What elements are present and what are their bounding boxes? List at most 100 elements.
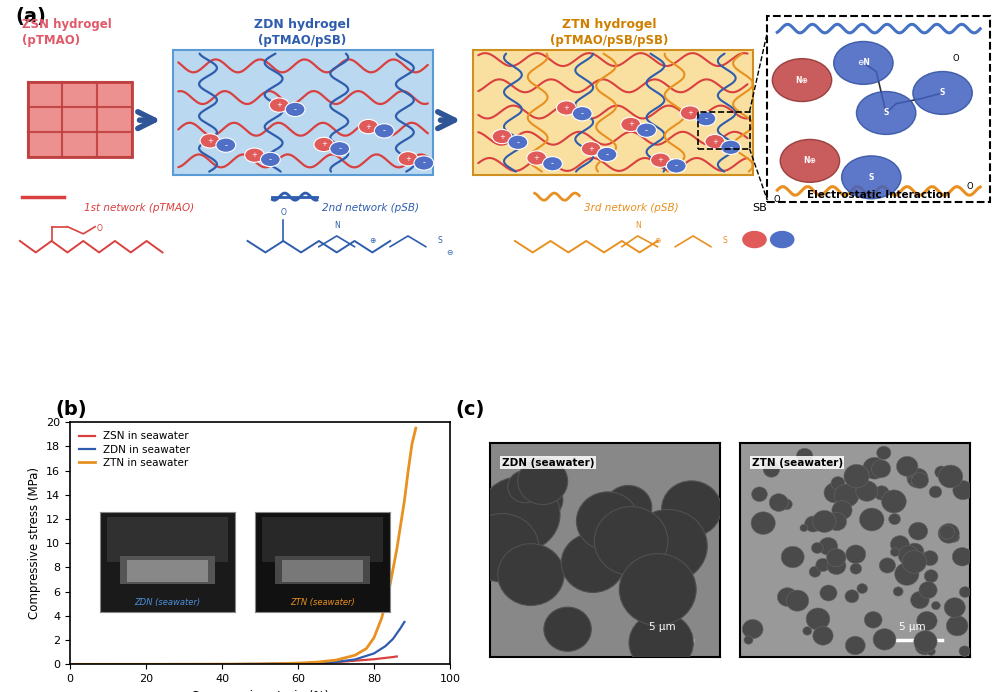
Circle shape [908,477,915,484]
Circle shape [895,563,919,585]
Circle shape [929,486,942,498]
Circle shape [629,509,707,583]
Circle shape [543,156,562,171]
ZSN in seawater [292,659,304,668]
Circle shape [813,626,833,645]
Circle shape [769,230,795,249]
ZTN in seawater [311,658,323,666]
Circle shape [752,487,767,502]
Text: -: - [645,126,648,135]
Circle shape [856,91,916,134]
ZTN in seawater [360,644,372,653]
Text: +: + [687,110,693,116]
Circle shape [944,598,965,617]
Text: O: O [967,183,974,192]
Bar [127,561,208,583]
Circle shape [959,646,970,657]
Circle shape [812,511,836,532]
Circle shape [931,601,940,610]
Circle shape [845,636,865,655]
Line: ZTN in seawater: ZTN in seawater [70,428,416,664]
Circle shape [285,102,305,116]
Circle shape [946,616,968,636]
ZTN in seawater [402,466,414,475]
Circle shape [556,101,576,115]
Circle shape [893,587,903,596]
Circle shape [269,98,289,112]
FancyBboxPatch shape [173,50,433,175]
Circle shape [834,42,893,84]
Circle shape [809,566,821,577]
Circle shape [922,551,938,565]
ZDN in seawater [398,618,410,626]
Circle shape [827,512,847,531]
Text: +: + [534,155,540,161]
Circle shape [828,459,836,467]
Text: O: O [952,54,959,63]
Circle shape [619,554,696,626]
Circle shape [949,533,959,543]
Circle shape [480,477,560,552]
Circle shape [832,501,852,520]
Text: -: - [675,161,678,170]
Text: ⊕: ⊕ [654,236,661,245]
ZDN in seawater [379,642,391,650]
Text: -: - [704,114,707,123]
Circle shape [751,512,775,534]
Circle shape [629,612,693,673]
Circle shape [859,508,884,531]
ZDN in seawater [349,655,361,664]
Circle shape [871,460,891,477]
Text: +: + [563,105,569,111]
Circle shape [811,543,823,554]
Circle shape [803,627,812,635]
Circle shape [842,156,901,199]
ZDN in seawater [140,660,152,668]
Circle shape [953,481,973,500]
Circle shape [561,534,625,592]
ZDN in seawater [387,635,399,643]
ZTN in seawater [102,660,114,668]
Circle shape [915,637,935,655]
Circle shape [374,124,394,138]
Circle shape [742,230,767,249]
ZDN in seawater [254,659,266,668]
ZTN in seawater [406,440,418,448]
FancyBboxPatch shape [767,16,990,201]
Circle shape [260,152,280,167]
Circle shape [594,507,668,575]
Circle shape [914,630,937,653]
Circle shape [781,499,792,510]
Text: (pTMAO/pSB/pSB): (pTMAO/pSB/pSB) [550,35,668,47]
Text: ZTN hydrogel: ZTN hydrogel [562,18,656,31]
ZDN in seawater [216,660,228,668]
Text: N: N [635,221,641,230]
Circle shape [890,536,909,554]
Circle shape [935,466,948,478]
Circle shape [856,481,878,501]
Circle shape [800,525,808,531]
Text: -: - [729,143,732,152]
ZDN in seawater [102,660,114,668]
Circle shape [651,153,670,167]
Text: O: O [97,224,103,233]
Circle shape [635,530,678,571]
Text: +: + [321,141,327,147]
Circle shape [786,590,809,611]
Circle shape [952,547,972,566]
Circle shape [637,123,656,137]
Text: 5 μm: 5 μm [649,621,676,632]
Circle shape [873,629,896,650]
ZTN in seawater [292,659,304,667]
Circle shape [777,588,797,606]
ZTN in seawater [368,634,380,642]
Text: N: N [334,221,340,230]
Text: ZSN hydrogel: ZSN hydrogel [22,18,112,31]
X-axis label: Compressive strain (%): Compressive strain (%) [191,690,329,692]
Circle shape [621,117,641,131]
Circle shape [846,545,866,563]
Circle shape [844,464,869,488]
Circle shape [806,608,830,630]
Circle shape [544,607,591,651]
ZDN in seawater [292,659,304,668]
